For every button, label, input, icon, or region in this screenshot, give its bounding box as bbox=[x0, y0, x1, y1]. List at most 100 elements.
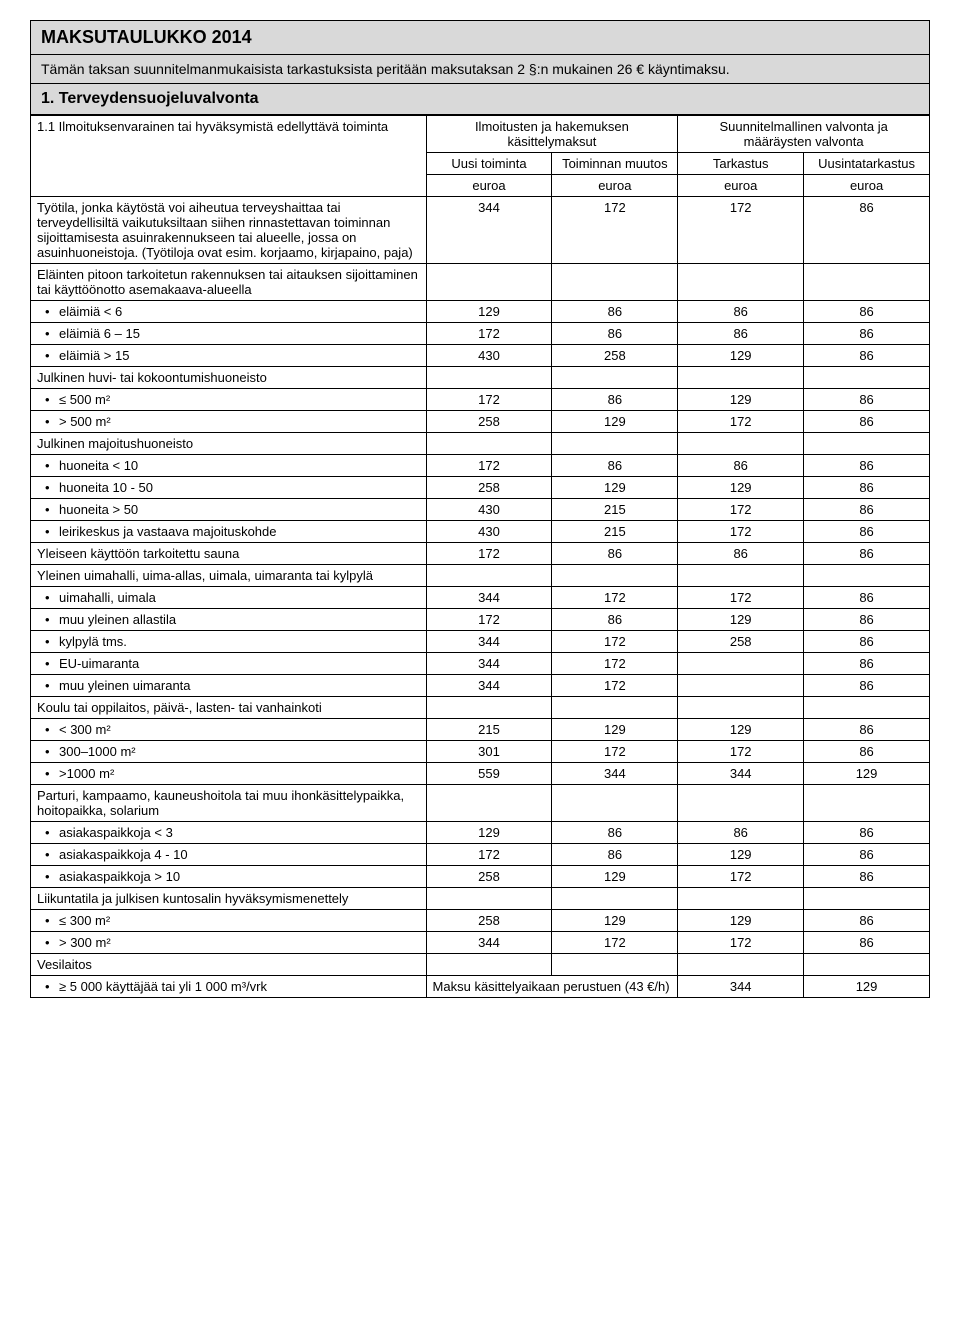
cell-value: 172 bbox=[426, 543, 552, 565]
table-row: Vesilaitos bbox=[31, 954, 930, 976]
table-row: kylpylä tms.34417225886 bbox=[31, 631, 930, 653]
cell-value: 129 bbox=[678, 844, 804, 866]
cell-value: 86 bbox=[804, 844, 930, 866]
cell-value: 258 bbox=[426, 910, 552, 932]
cell-value: 129 bbox=[804, 763, 930, 785]
cell-empty bbox=[552, 264, 678, 301]
bullet-label: asiakaspaikkoja < 3 bbox=[31, 822, 427, 844]
cell-value: 86 bbox=[804, 345, 930, 367]
group-label: Parturi, kampaamo, kauneushoitola tai mu… bbox=[31, 785, 427, 822]
table-row: >1000 m²559344344129 bbox=[31, 763, 930, 785]
cell-value: 258 bbox=[426, 866, 552, 888]
cell-empty bbox=[426, 367, 552, 389]
main-title-row: MAKSUTAULUKKO 2014 bbox=[31, 21, 929, 55]
bullet-label: ≤ 300 m² bbox=[31, 910, 427, 932]
cell-empty bbox=[678, 433, 804, 455]
cell-value: 86 bbox=[804, 301, 930, 323]
cell-value: 215 bbox=[552, 521, 678, 543]
cell-empty bbox=[804, 785, 930, 822]
table-row: huoneita > 5043021517286 bbox=[31, 499, 930, 521]
cell-empty bbox=[804, 367, 930, 389]
cell-value: 172 bbox=[678, 499, 804, 521]
table-row: Eläinten pitoon tarkoitetun rakennuksen … bbox=[31, 264, 930, 301]
cell-empty bbox=[426, 697, 552, 719]
cell-empty bbox=[804, 565, 930, 587]
cell-value: 172 bbox=[552, 932, 678, 954]
cell-value: 86 bbox=[552, 844, 678, 866]
cell-value: 172 bbox=[552, 197, 678, 264]
cell-value: 86 bbox=[804, 197, 930, 264]
unit-4: euroa bbox=[804, 175, 930, 197]
bullet-label: > 500 m² bbox=[31, 411, 427, 433]
cell-value: 215 bbox=[552, 499, 678, 521]
group-label: Eläinten pitoon tarkoitetun rakennuksen … bbox=[31, 264, 427, 301]
cell-value: 129 bbox=[552, 719, 678, 741]
cell-empty bbox=[804, 954, 930, 976]
cell-value: 172 bbox=[678, 521, 804, 543]
table-row: Parturi, kampaamo, kauneushoitola tai mu… bbox=[31, 785, 930, 822]
cell-value: 172 bbox=[678, 587, 804, 609]
cell-empty bbox=[552, 954, 678, 976]
cell-value: 86 bbox=[804, 323, 930, 345]
cell-value: 86 bbox=[804, 675, 930, 697]
cell-value: 344 bbox=[426, 631, 552, 653]
table-row: Työtila, jonka käytöstä voi aiheutua ter… bbox=[31, 197, 930, 264]
fee-note: Maksu käsittelyaikaan perustuen (43 €/h) bbox=[426, 976, 678, 998]
bullet-label: > 300 m² bbox=[31, 932, 427, 954]
bullet-label: muu yleinen allastila bbox=[31, 609, 427, 631]
bullet-label: eläimiä 6 – 15 bbox=[31, 323, 427, 345]
cell-empty bbox=[804, 433, 930, 455]
cell-value: 129 bbox=[678, 389, 804, 411]
cell-value: 86 bbox=[804, 741, 930, 763]
cell-empty bbox=[678, 785, 804, 822]
cell-empty bbox=[678, 954, 804, 976]
table-row: Koulu tai oppilaitos, päivä-, lasten- ta… bbox=[31, 697, 930, 719]
bullet-label: eläimiä < 6 bbox=[31, 301, 427, 323]
cell-value: 258 bbox=[678, 631, 804, 653]
head-mid-top: Ilmoitusten ja hakemuksen käsittelymaksu… bbox=[426, 116, 678, 153]
cell-value: 344 bbox=[426, 675, 552, 697]
cell-value: 258 bbox=[426, 477, 552, 499]
unit-2: euroa bbox=[552, 175, 678, 197]
cell-empty bbox=[804, 697, 930, 719]
table-row: Yleiseen käyttöön tarkoitettu sauna17286… bbox=[31, 543, 930, 565]
cell-value: 86 bbox=[804, 866, 930, 888]
cell-empty bbox=[426, 565, 552, 587]
bullet-label: huoneita > 50 bbox=[31, 499, 427, 521]
bullet-label: huoneita < 10 bbox=[31, 455, 427, 477]
cell-value: 172 bbox=[426, 323, 552, 345]
bullet-label: eläimiä > 15 bbox=[31, 345, 427, 367]
cell-value: 129 bbox=[678, 477, 804, 499]
cell-value: 86 bbox=[804, 932, 930, 954]
bullet-label: < 300 m² bbox=[31, 719, 427, 741]
cell-value: 172 bbox=[678, 866, 804, 888]
table-row: huoneita < 10172868686 bbox=[31, 455, 930, 477]
cell-value: 430 bbox=[426, 521, 552, 543]
group-label: Liikuntatila ja julkisen kuntosalin hyvä… bbox=[31, 888, 427, 910]
cell-value: 301 bbox=[426, 741, 552, 763]
cell-value: 129 bbox=[552, 411, 678, 433]
cell-empty bbox=[678, 367, 804, 389]
cell-value: 129 bbox=[426, 301, 552, 323]
table-row: eläimiä 6 – 15172868686 bbox=[31, 323, 930, 345]
cell-value: 430 bbox=[426, 345, 552, 367]
section-row: 1. Terveydensuojeluvalvonta bbox=[31, 84, 929, 115]
cell-empty bbox=[426, 888, 552, 910]
cell-value: 172 bbox=[678, 197, 804, 264]
bullet-label: leirikeskus ja vastaava majoituskohde bbox=[31, 521, 427, 543]
bullet-label: asiakaspaikkoja > 10 bbox=[31, 866, 427, 888]
table-row: huoneita 10 - 5025812912986 bbox=[31, 477, 930, 499]
intro-text: Tämän taksan suunnitelmanmukaisista tark… bbox=[41, 61, 919, 77]
cell-value: 344 bbox=[552, 763, 678, 785]
cell-value: 86 bbox=[804, 455, 930, 477]
cell-value: 344 bbox=[678, 763, 804, 785]
cell-empty bbox=[678, 697, 804, 719]
cell-value: 129 bbox=[678, 719, 804, 741]
cell-value: 258 bbox=[552, 345, 678, 367]
bullet-label: huoneita 10 - 50 bbox=[31, 477, 427, 499]
cell-value: 129 bbox=[804, 976, 930, 998]
cell-value: 344 bbox=[426, 197, 552, 264]
cell-value: 86 bbox=[804, 521, 930, 543]
table-row: EU-uimaranta34417286 bbox=[31, 653, 930, 675]
table-row: ≥ 5 000 käyttäjää tai yli 1 000 m³/vrkMa… bbox=[31, 976, 930, 998]
